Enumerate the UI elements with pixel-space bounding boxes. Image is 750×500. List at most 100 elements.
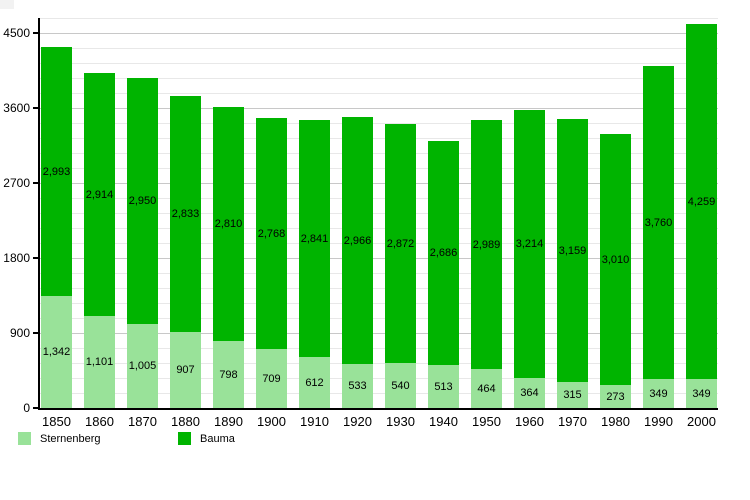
legend-label-bauma: Bauma: [200, 433, 235, 445]
bar-1850: 2,993 1,342: [41, 47, 72, 408]
y-axis-label: 900: [9, 326, 30, 340]
y-axis-label: 2700: [3, 176, 30, 190]
bauma-value-label: 2,989: [472, 238, 501, 251]
x-axis-label: 1870: [128, 414, 157, 429]
x-axis-label: 1990: [644, 414, 673, 429]
bar-1960: 3,214 364: [514, 110, 545, 408]
bauma-segment: 3,214: [514, 110, 545, 378]
minor-gridline: [40, 303, 718, 304]
bauma-value-label: 3,159: [558, 244, 587, 257]
sternenberg-segment: 1,005: [127, 324, 158, 408]
minor-gridline: [40, 18, 718, 19]
sternenberg-value-label: 315: [563, 389, 582, 401]
sternenberg-segment: 273: [600, 385, 631, 408]
x-axis-label: 1850: [42, 414, 71, 429]
bauma-segment: 2,914: [84, 73, 115, 316]
bar-1950: 2,989 464: [471, 120, 502, 408]
minor-gridline: [40, 48, 718, 49]
major-gridline: [40, 33, 718, 34]
bauma-segment: 2,989: [471, 120, 502, 369]
x-axis-label: 1960: [515, 414, 544, 429]
bar-1980: 3,010 273: [600, 134, 631, 408]
minor-gridline: [40, 228, 718, 229]
major-gridline: [40, 333, 718, 334]
minor-gridline: [40, 153, 718, 154]
bar-1910: 2,841 612: [299, 120, 330, 408]
major-gridline: [40, 258, 718, 259]
x-axis-label: 1860: [85, 414, 114, 429]
x-axis-label: 1980: [601, 414, 630, 429]
bauma-value-label: 2,841: [300, 232, 329, 245]
bar-1890: 2,810 798: [213, 107, 244, 408]
sternenberg-value-label: 349: [692, 387, 711, 400]
sternenberg-segment: 464: [471, 369, 502, 408]
x-axis-label: 1930: [386, 414, 415, 429]
sternenberg-value-label: 612: [305, 376, 324, 389]
minor-gridline: [40, 378, 718, 379]
sternenberg-value-label: 513: [434, 380, 453, 393]
bauma-value-label: 2,810: [214, 218, 243, 230]
sternenberg-segment: 612: [299, 357, 330, 408]
sternenberg-segment: 533: [342, 364, 373, 408]
sternenberg-value-label: 349: [649, 387, 668, 400]
minor-gridline: [40, 273, 718, 274]
bauma-value-label: 2,993: [42, 165, 71, 178]
sternenberg-segment: 513: [428, 365, 459, 408]
x-axis-label: 1950: [472, 414, 501, 429]
sternenberg-segment: 907: [170, 332, 201, 408]
x-axis-label: 1970: [558, 414, 587, 429]
sternenberg-segment: 315: [557, 382, 588, 408]
minor-gridline: [40, 168, 718, 169]
bauma-segment: 2,768: [256, 118, 287, 349]
minor-gridline: [40, 348, 718, 349]
sternenberg-value-label: 798: [219, 368, 238, 381]
bar-1970: 3,159 315: [557, 119, 588, 408]
bar-1870: 2,950 1,005: [127, 78, 158, 408]
bauma-value-label: 2,966: [343, 234, 372, 247]
sternenberg-value-label: 1,005: [128, 360, 157, 372]
sternenberg-value-label: 1,342: [42, 346, 71, 358]
sternenberg-segment: 540: [385, 363, 416, 408]
sternenberg-segment: 709: [256, 349, 287, 408]
sternenberg-value-label: 364: [520, 387, 539, 399]
sternenberg-segment: 349: [643, 379, 674, 408]
bar-1900: 2,768 709: [256, 118, 287, 408]
sternenberg-segment: 349: [686, 379, 717, 408]
minor-gridline: [40, 93, 718, 94]
minor-gridline: [40, 63, 718, 64]
y-axis-tick: [33, 107, 40, 109]
y-axis-label: 4500: [3, 26, 30, 40]
bauma-segment: 2,686: [428, 141, 459, 365]
bauma-segment: 3,010: [600, 134, 631, 385]
minor-gridline: [40, 198, 718, 199]
bar-1860: 2,914 1,101: [84, 73, 115, 408]
y-axis-line: [38, 18, 40, 410]
x-axis-label: 1890: [214, 414, 243, 429]
bar-2000: 4,259 349: [686, 24, 717, 408]
x-axis-label: 1900: [257, 414, 286, 429]
minor-gridline: [40, 78, 718, 79]
x-axis-label: 1880: [171, 414, 200, 429]
bauma-value-label: 4,259: [687, 195, 716, 208]
bauma-segment: 2,833: [170, 96, 201, 332]
y-axis-tick: [33, 32, 40, 34]
y-axis-tick: [33, 332, 40, 334]
bauma-value-label: 2,833: [171, 208, 200, 220]
bauma-value-label: 2,686: [429, 247, 458, 259]
sternenberg-value-label: 464: [477, 382, 496, 395]
bauma-segment: 2,841: [299, 120, 330, 357]
sternenberg-segment: 364: [514, 378, 545, 408]
sternenberg-value-label: 540: [391, 379, 410, 392]
y-axis-label: 3600: [3, 101, 30, 115]
major-gridline: [40, 108, 718, 109]
minor-gridline: [40, 243, 718, 244]
bar-1990: 3,760 349: [643, 66, 674, 408]
bauma-segment: 4,259: [686, 24, 717, 379]
bauma-value-label: 3,214: [515, 238, 544, 250]
bauma-value-label: 3,760: [644, 216, 673, 229]
sternenberg-value-label: 533: [348, 380, 367, 392]
bauma-segment: 2,872: [385, 124, 416, 363]
